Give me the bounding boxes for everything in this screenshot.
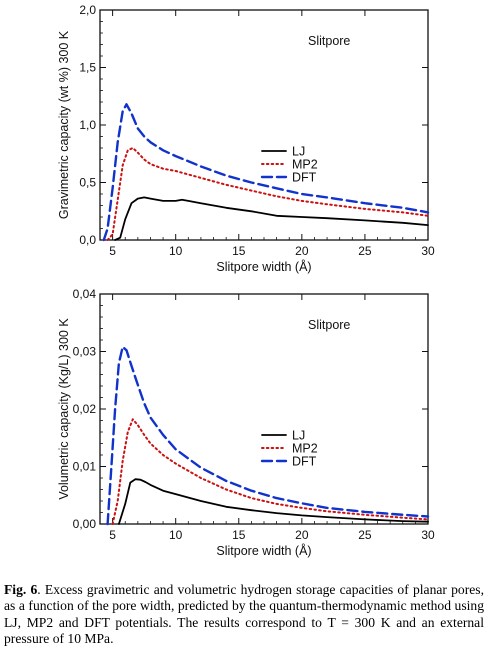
gravimetric-series-dft-line: [102, 103, 430, 242]
gravimetric-x-tick-label: 15: [232, 244, 246, 258]
gravimetric-x-tick-label: 25: [358, 244, 372, 258]
gravimetric-annotation: Slitpore: [308, 34, 350, 48]
volumetric-y-tick-label: 0,00: [73, 517, 97, 531]
volumetric-x-axis-label: Slitpore width (Å): [216, 543, 311, 558]
caption-label: Fig. 6: [4, 582, 38, 597]
volumetric-x-tick-label: 10: [169, 528, 183, 542]
volumetric-chart-svg: 5 10 15 20 25 30 0,00 0,01 0,02 0,03 0,04 Slitpore …: [57, 287, 435, 558]
volumetric-y-axis-label: Volumetric capacity (Kg/L) 300 K: [57, 318, 71, 500]
volumetric-plot-frame: [99, 293, 429, 525]
volumetric-series-lj-line: [118, 478, 429, 525]
volumetric-x-tick-label: 20: [295, 528, 309, 542]
volumetric-legend-label-lj: LJ: [292, 429, 305, 443]
gravimetric-y-tick-label: 1,0: [79, 118, 96, 132]
gravimetric-y-tick-label: 2,0: [79, 3, 96, 17]
gravimetric-legend-label-dft: DFT: [292, 171, 317, 185]
caption-text: . Excess gravimetric and volumetric hydr…: [4, 582, 484, 647]
volumetric-y-tick-label: 0,01: [73, 460, 97, 474]
volumetric-y-tick-label: 0,04: [73, 287, 97, 301]
volumetric-legend-label-mp2: MP2: [292, 442, 318, 456]
volumetric-legend-label-dft: DFT: [292, 455, 317, 469]
gravimetric-legend-label-lj: LJ: [292, 145, 305, 159]
gravimetric-y-tick-label: 0,5: [79, 176, 96, 190]
gravimetric-x-tick-label: 10: [169, 244, 183, 258]
volumetric-y-tick-label: 0,03: [73, 345, 97, 359]
volumetric-x-tick-label: 5: [109, 528, 116, 542]
gravimetric-series-lj-line: [114, 196, 429, 241]
volumetric-annotation: Slitpore: [308, 318, 350, 332]
gravimetric-x-axis-label: Slitpore width (Å): [216, 259, 311, 274]
volumetric-series-dft-line: [106, 345, 430, 526]
volumetric-y-tick-label: 0,02: [73, 402, 97, 416]
gravimetric-y-tick-label: 1,5: [79, 61, 96, 75]
volumetric-chart: 5 10 15 20 25 30 0,00 0,01 0,02 0,03 0,04 Slitpore …: [0, 284, 488, 566]
volumetric-x-tick-label: 15: [232, 528, 246, 542]
gravimetric-y-axis-label: Gravimetric capacity (wt %) 300 K: [57, 30, 71, 219]
gravimetric-chart-svg: 5 10 15 20 25 30 0,0 0,5 1,0 1,5 2,0 Slitpore width…: [57, 3, 435, 274]
volumetric-series-mp2-line: [111, 418, 429, 525]
gravimetric-legend-label-mp2: MP2: [292, 158, 318, 172]
volumetric-x-tick-label: 25: [358, 528, 372, 542]
gravimetric-x-tick-label: 20: [295, 244, 309, 258]
volumetric-x-tick-label: 30: [421, 528, 435, 542]
gravimetric-x-tick-label: 30: [421, 244, 435, 258]
gravimetric-series-mp2-line: [106, 147, 429, 241]
gravimetric-chart: 5 10 15 20 25 30 0,0 0,5 1,0 1,5 2,0 Slitpore width…: [0, 0, 488, 282]
gravimetric-y-tick-label: 0,0: [79, 233, 96, 247]
gravimetric-x-tick-label: 5: [109, 244, 116, 258]
figure-caption: Fig. 6. Excess gravimetric and volumetri…: [4, 582, 484, 648]
